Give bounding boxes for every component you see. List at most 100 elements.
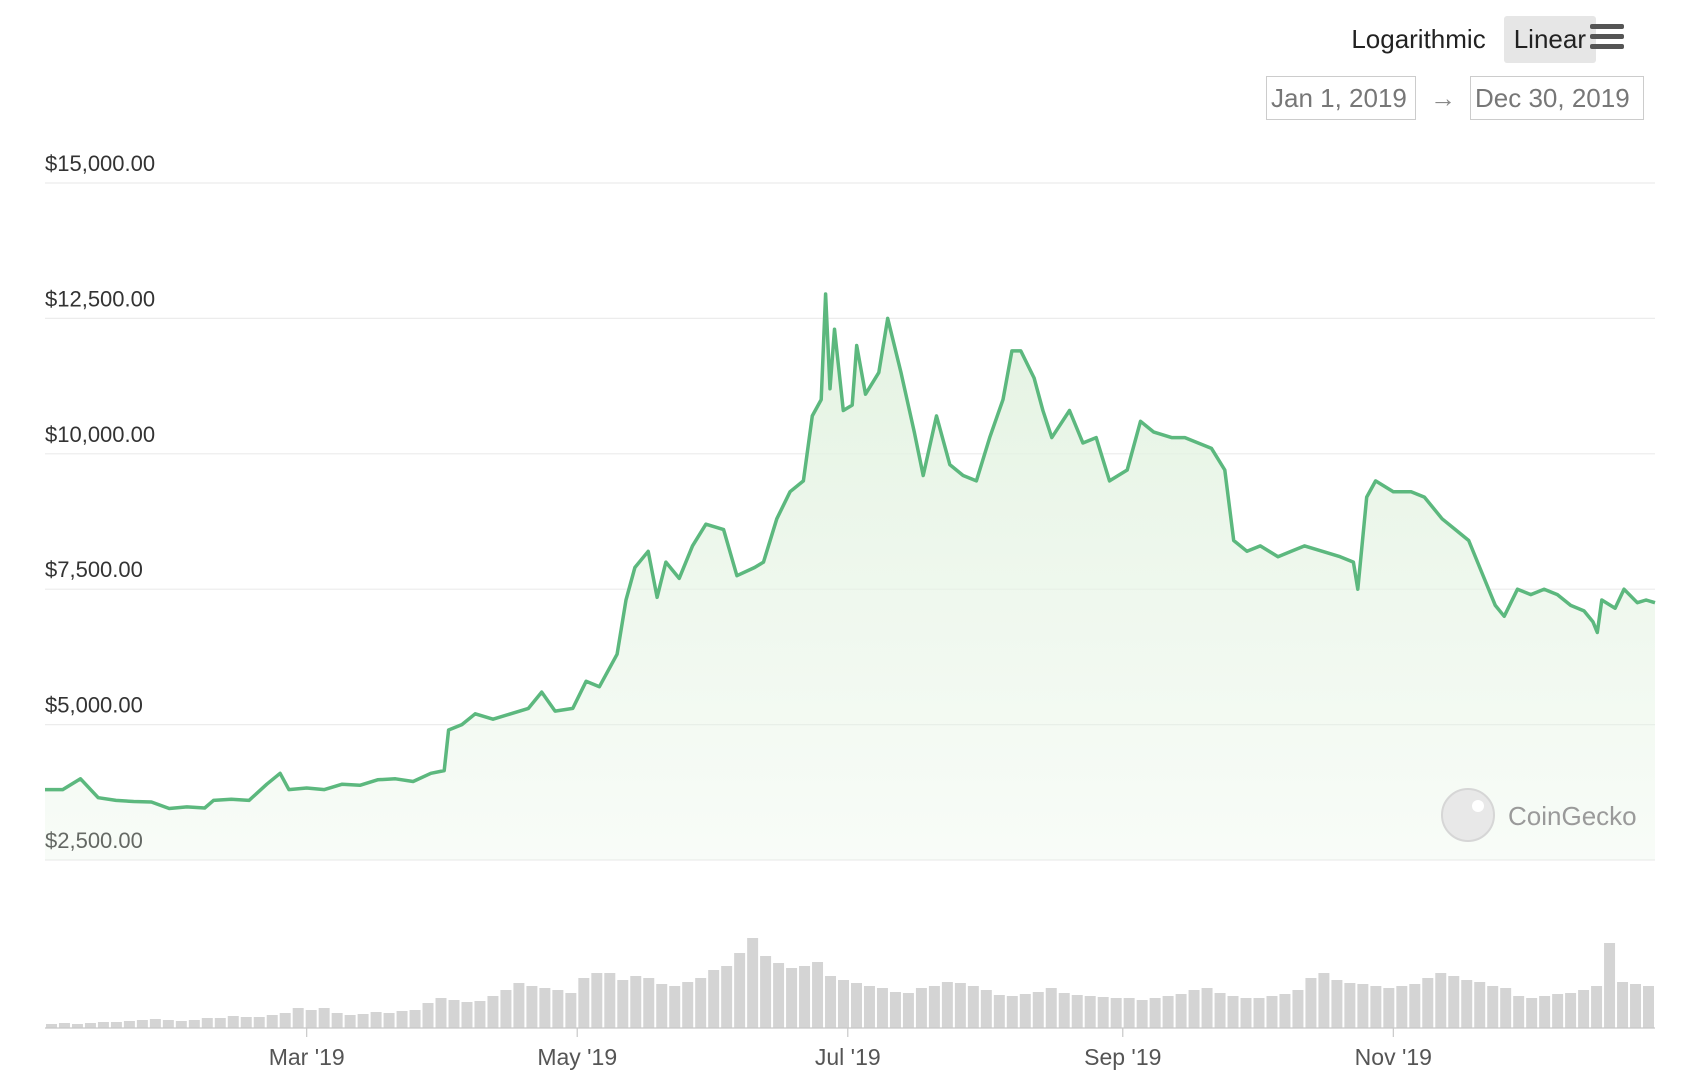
volume-bar	[1331, 980, 1343, 1028]
date-range: →	[1266, 76, 1644, 120]
volume-bar	[1487, 986, 1499, 1028]
volume-bar	[123, 1021, 135, 1028]
volume-bar	[1435, 973, 1447, 1028]
volume-bar	[71, 1024, 83, 1028]
arrow-right-icon: →	[1430, 82, 1456, 113]
volume-bar	[46, 1024, 57, 1028]
price-line	[45, 292, 1656, 811]
volume-bar	[1448, 976, 1460, 1028]
volume-bar	[448, 1000, 460, 1028]
volume-bar	[565, 993, 577, 1028]
volume-bar	[227, 1016, 239, 1028]
volume-bar	[1266, 996, 1278, 1028]
volume-bar	[928, 986, 940, 1028]
volume-bar	[1019, 994, 1031, 1028]
coingecko-eye-icon	[1472, 800, 1484, 812]
volume-bar	[461, 1002, 473, 1028]
volume-bar	[526, 986, 538, 1028]
volume-bar	[812, 962, 824, 1028]
volume-bar	[747, 938, 759, 1028]
volume-bar	[318, 1008, 330, 1028]
volume-bar	[487, 996, 499, 1028]
volume-bar	[435, 998, 447, 1028]
y-tick-label: $15,000.00	[45, 151, 155, 176]
volume-bar	[1643, 986, 1654, 1028]
volume-bar	[863, 986, 875, 1028]
x-tick-label: Jul '19	[815, 1044, 881, 1070]
volume-bar	[279, 1013, 291, 1028]
volume-bar	[1630, 984, 1642, 1028]
volume-bar	[305, 1010, 317, 1028]
volume-bar	[1565, 993, 1577, 1028]
volume-bar	[630, 976, 642, 1028]
volume-bar	[708, 970, 720, 1028]
volume-bar	[240, 1017, 252, 1028]
volume-bar	[1136, 1000, 1148, 1028]
linear-button[interactable]: Linear	[1503, 16, 1596, 63]
volume-bar	[838, 980, 849, 1028]
volume-bar	[773, 963, 785, 1028]
volume-bar	[1214, 993, 1226, 1028]
volume-bar	[1591, 986, 1603, 1028]
volume-bar	[162, 1020, 174, 1028]
volume-bar	[980, 990, 992, 1028]
volume-bar	[682, 982, 694, 1028]
x-tick-label: Nov '19	[1355, 1044, 1432, 1070]
volume-bar	[1188, 990, 1200, 1028]
volume-bar	[1175, 994, 1187, 1028]
volume-bar	[58, 1023, 70, 1028]
volume-bar	[786, 968, 798, 1028]
volume-bar	[214, 1018, 226, 1028]
volume-bar	[1045, 988, 1057, 1028]
volume-bar	[539, 988, 551, 1028]
volume-bar	[669, 986, 681, 1028]
volume-bar	[578, 978, 590, 1028]
volume-bar	[656, 984, 668, 1028]
volume-bar	[734, 953, 746, 1028]
volume-bar	[1305, 978, 1317, 1028]
coingecko-logo-icon	[1441, 788, 1495, 842]
volume-bar	[721, 966, 733, 1028]
volume-bar	[331, 1013, 343, 1028]
volume-bar	[396, 1011, 408, 1028]
volume-bar	[1383, 988, 1395, 1028]
hamburger-menu-icon[interactable]	[1590, 24, 1624, 50]
volume-bar	[1318, 973, 1330, 1028]
volume-bar	[1617, 982, 1629, 1028]
volume-bar	[1162, 996, 1174, 1028]
volume-bar	[1058, 993, 1070, 1028]
volume-bar	[1552, 994, 1564, 1028]
volume-bar	[1071, 995, 1083, 1028]
volume-bar	[591, 973, 603, 1028]
volume-bar	[1032, 992, 1044, 1028]
logarithmic-button[interactable]: Logarithmic	[1351, 24, 1486, 54]
date-from-input[interactable]	[1266, 76, 1416, 120]
volume-bar	[357, 1014, 369, 1028]
volume-bar	[1474, 982, 1486, 1028]
volume-bar	[876, 988, 888, 1028]
volume-bar	[760, 956, 772, 1028]
volume-bar	[617, 980, 629, 1028]
volume-bar	[1292, 990, 1304, 1028]
volume-bar	[1578, 990, 1590, 1028]
volume-bar	[1422, 978, 1434, 1028]
volume-bar	[97, 1022, 109, 1028]
volume-bar	[201, 1018, 213, 1028]
volume-bar	[1279, 994, 1291, 1028]
volume-bar	[1461, 980, 1473, 1028]
volume-bar	[1357, 984, 1369, 1028]
volume-bar	[967, 986, 979, 1028]
y-tick-label: $10,000.00	[45, 422, 155, 447]
volume-bar	[825, 976, 837, 1028]
volume-bar	[175, 1021, 187, 1028]
volume-bar	[253, 1017, 265, 1028]
date-to-input[interactable]	[1470, 76, 1644, 120]
volume-bar	[188, 1020, 200, 1028]
volume-bar	[1084, 996, 1096, 1028]
volume-bar	[1396, 986, 1408, 1028]
volume-bar	[1006, 996, 1018, 1028]
price-area	[45, 294, 1655, 860]
scale-toggle: Logarithmic Linear	[1341, 16, 1596, 63]
volume-bar	[1526, 998, 1538, 1028]
volume-bar	[500, 990, 512, 1028]
